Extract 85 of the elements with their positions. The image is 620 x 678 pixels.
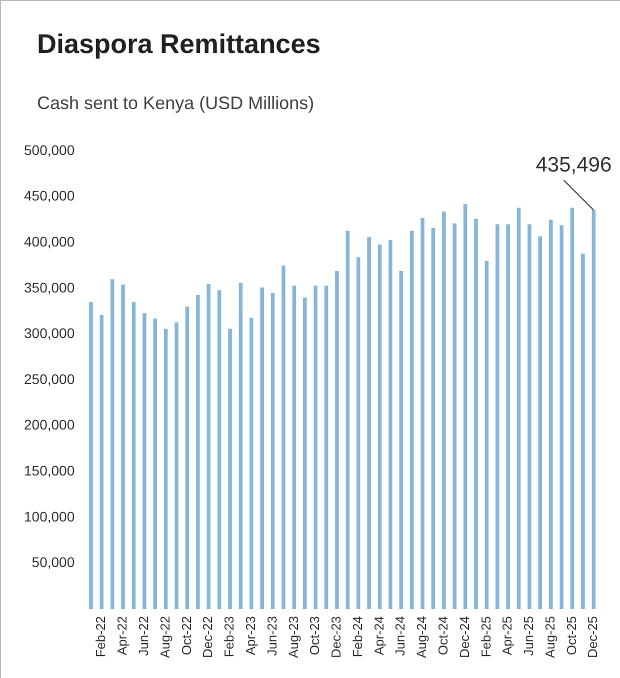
bar xyxy=(89,302,93,610)
bar xyxy=(378,244,382,610)
bar xyxy=(463,204,468,610)
x-tick-label: Feb-22 xyxy=(93,616,108,658)
bar xyxy=(442,211,446,610)
bar xyxy=(196,294,200,610)
bar xyxy=(474,218,478,610)
bar xyxy=(185,306,190,610)
x-tick-label: Apr-22 xyxy=(114,616,130,656)
bar xyxy=(548,220,553,610)
x-tick-label: Feb-23 xyxy=(222,616,237,658)
bar xyxy=(302,298,307,610)
chart-subtitle: Cash sent to Kenya (USD Millions) xyxy=(37,93,314,114)
bar xyxy=(581,254,585,610)
y-tick-label: 300,000 xyxy=(24,325,75,342)
bar xyxy=(335,271,339,610)
annotation: 435,496 xyxy=(536,153,612,176)
bar xyxy=(528,224,532,610)
bar xyxy=(399,271,403,610)
y-tick-label: 450,000 xyxy=(24,188,75,204)
x-tick-label: Jun-22 xyxy=(136,616,152,656)
bar xyxy=(174,322,178,610)
x-tick-label: Feb-25 xyxy=(478,616,494,658)
x-tick-label: Oct-23 xyxy=(307,616,322,656)
x-tick-label: Feb-24 xyxy=(350,616,365,658)
bar xyxy=(496,224,500,610)
bar xyxy=(388,240,392,610)
bar xyxy=(100,314,104,610)
bar xyxy=(164,328,168,610)
bar xyxy=(217,290,222,610)
x-tick-label: Dec-25 xyxy=(585,616,600,658)
x-tick-label: Jun-25 xyxy=(521,616,536,656)
bar xyxy=(538,236,542,610)
bar xyxy=(324,286,328,610)
bar xyxy=(452,223,456,610)
x-tick-label: Jun-24 xyxy=(392,616,408,656)
y-tick-label: 350,000 xyxy=(24,279,75,296)
bar xyxy=(516,208,521,610)
chart-title: Diaspora Remittances xyxy=(37,29,321,60)
bar xyxy=(314,286,318,610)
bar xyxy=(367,237,371,610)
bar xyxy=(410,230,414,610)
bar xyxy=(431,228,436,610)
y-tick-label: 50,000 xyxy=(32,554,75,570)
bar xyxy=(110,279,114,610)
x-tick-label: Oct-25 xyxy=(564,616,579,656)
bar xyxy=(560,225,564,610)
bar xyxy=(292,286,296,610)
bar xyxy=(570,208,574,610)
bar xyxy=(228,328,232,610)
bar xyxy=(153,318,157,610)
x-tick-label: Dec-24 xyxy=(456,616,472,658)
bar xyxy=(420,218,424,610)
y-tick-label: 400,000 xyxy=(24,233,75,250)
x-tick-label: Apr-24 xyxy=(371,616,386,656)
bar xyxy=(142,313,146,610)
bar xyxy=(592,210,596,610)
bar xyxy=(270,293,275,610)
bar xyxy=(260,288,264,610)
x-tick-label: Aug-22 xyxy=(157,616,172,658)
y-tick-label: 200,000 xyxy=(24,416,75,433)
bar xyxy=(506,224,510,610)
bar xyxy=(206,284,210,610)
x-tick-label: Aug-24 xyxy=(414,616,430,658)
bar xyxy=(250,318,254,610)
x-tick-label: Aug-25 xyxy=(542,616,558,658)
bar xyxy=(346,230,350,610)
bar xyxy=(282,266,286,610)
y-tick-label: 500,000 xyxy=(24,142,75,158)
y-tick-label: 100,000 xyxy=(24,508,75,524)
x-tick-label: Jun-23 xyxy=(264,616,280,656)
x-tick-label: Oct-22 xyxy=(178,616,194,656)
x-tick-label: Aug-23 xyxy=(286,616,301,658)
y-tick-label: 150,000 xyxy=(24,462,75,479)
y-tick-label: 250,000 xyxy=(24,370,75,387)
bar xyxy=(484,260,489,610)
x-tick-label: Dec-23 xyxy=(328,616,344,658)
x-tick-label: Oct-24 xyxy=(435,616,450,656)
bar xyxy=(356,257,360,610)
x-tick-label: Dec-22 xyxy=(200,616,216,658)
bar xyxy=(121,284,125,610)
bar xyxy=(238,282,243,610)
x-tick-label: Apr-23 xyxy=(242,616,258,656)
bar xyxy=(132,302,136,610)
x-tick-label: Apr-25 xyxy=(500,616,515,656)
